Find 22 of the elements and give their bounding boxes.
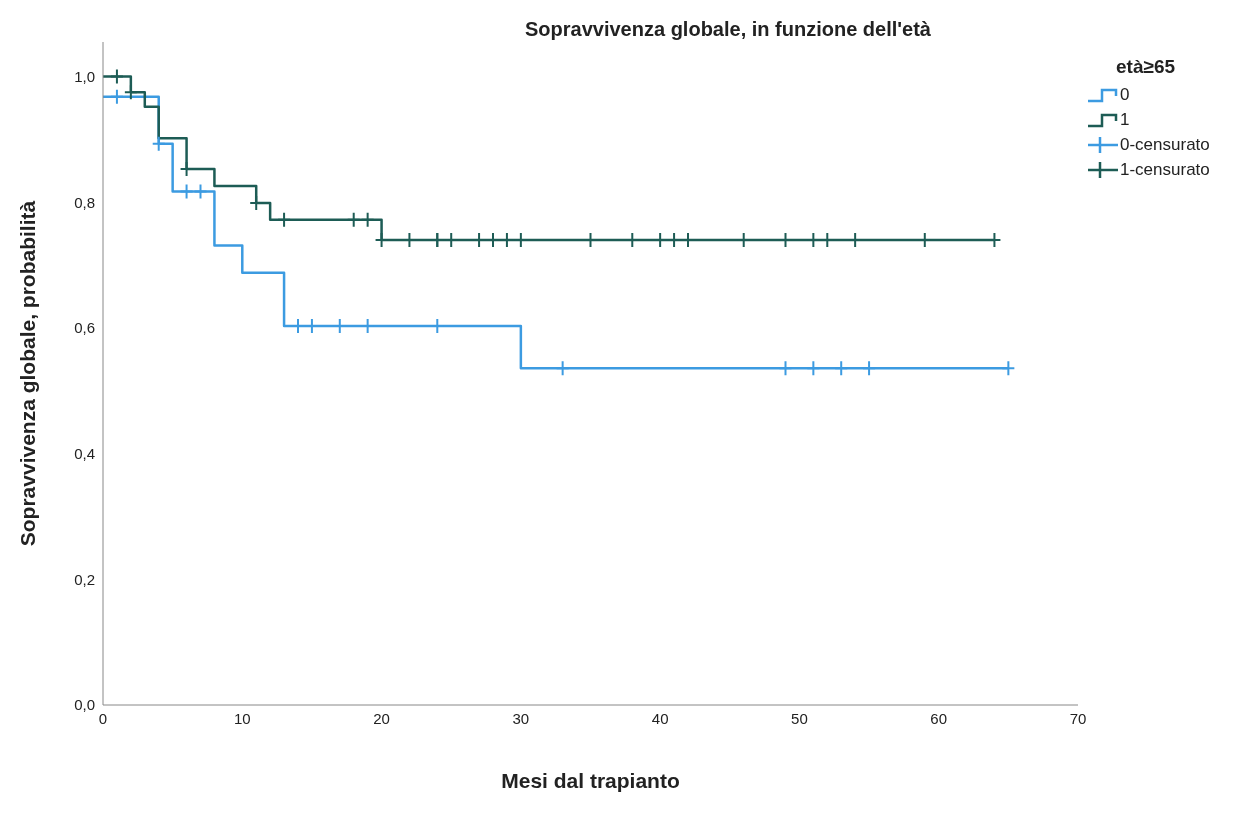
x-tick-label: 0 [98, 709, 108, 727]
y-tick-label: 0,2 [74, 570, 95, 588]
y-axis-title: Sopravvivenza globale, probabilità [16, 200, 40, 547]
x-axis-title: Mesi dal trapianto [501, 769, 680, 792]
legend-label: 0 [1120, 84, 1130, 105]
y-tick-label: 0,4 [74, 444, 95, 462]
x-tick-label: 40 [651, 709, 669, 727]
x-tick-label: 30 [512, 709, 530, 727]
legend-label: 1-censurato [1120, 159, 1210, 180]
x-tick-label: 70 [1069, 709, 1087, 727]
x-tick-label: 20 [373, 709, 390, 727]
y-tick-label: 0,6 [74, 319, 95, 337]
x-tick-label: 10 [233, 709, 251, 727]
y-tick-label: 1,0 [74, 67, 95, 85]
chart-title: Sopravvivenza globale, in funzione dell'età [524, 18, 932, 41]
y-tick-label: 0,8 [74, 193, 95, 211]
x-tick-label: 60 [930, 709, 948, 727]
legend-title: età≥65 [1116, 56, 1177, 78]
x-tick-label: 50 [791, 709, 808, 727]
legend-label: 0-censurato [1120, 134, 1210, 155]
y-tick-label: 0,0 [74, 696, 95, 714]
legend-label: 1 [1120, 109, 1130, 130]
